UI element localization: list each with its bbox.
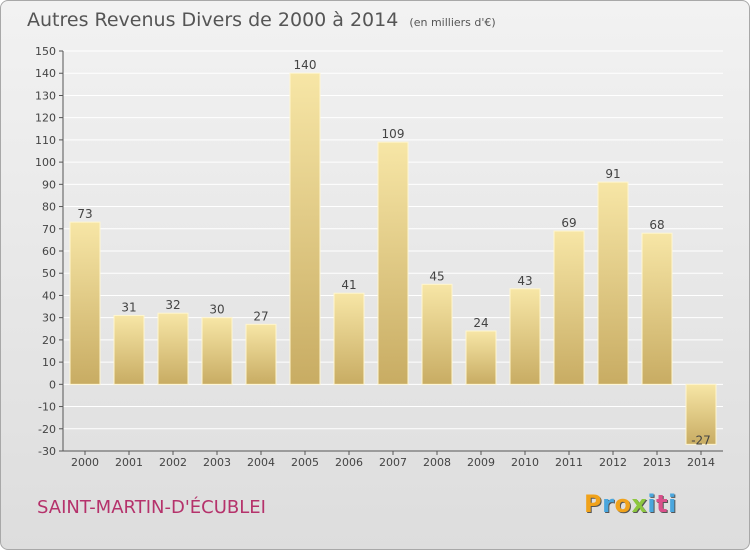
bar [245, 323, 277, 385]
proxiti-logo: Proxiti [584, 490, 677, 518]
y-tick-label: 10 [42, 356, 56, 369]
bar [421, 283, 453, 385]
bar-value-label: 91 [605, 167, 620, 181]
bar [157, 312, 189, 385]
bar [509, 288, 541, 385]
y-tick-label: 120 [35, 112, 56, 125]
y-tick-label: 70 [42, 223, 56, 236]
x-tick-label: 2011 [555, 456, 583, 469]
y-tick-label: 0 [49, 378, 56, 391]
y-tick-label: 130 [35, 89, 56, 102]
axes [59, 50, 723, 455]
y-tick-label: 20 [42, 334, 56, 347]
bar-value-label: 31 [121, 300, 136, 314]
y-tick-label: 150 [35, 45, 56, 58]
y-tick-label: 140 [35, 67, 56, 80]
logo-letter: t [656, 490, 669, 518]
y-tick-label: -30 [38, 445, 56, 458]
x-tick-label: 2004 [247, 456, 275, 469]
x-tick-label: 2014 [687, 456, 715, 469]
y-tick-label: -20 [38, 423, 56, 436]
x-tick-label: 2013 [643, 456, 671, 469]
bar-value-label: 27 [253, 309, 268, 323]
bar [201, 317, 233, 385]
logo-letter: P [584, 490, 603, 518]
bar [465, 330, 497, 385]
bar [597, 181, 629, 385]
bar-value-label: -27 [691, 433, 711, 447]
logo-letter: x [631, 490, 648, 518]
x-tick-label: 2001 [115, 456, 143, 469]
x-tick-label: 2003 [203, 456, 231, 469]
x-tick-label: 2007 [379, 456, 407, 469]
y-tick-label: 50 [42, 267, 56, 280]
bar-value-label: 109 [382, 127, 405, 141]
y-tick-label: 110 [35, 134, 56, 147]
y-tick-label: -10 [38, 401, 56, 414]
x-tick-label: 2012 [599, 456, 627, 469]
bar-value-label: 41 [341, 278, 356, 292]
y-tick-label: 80 [42, 201, 56, 214]
x-tick-label: 2002 [159, 456, 187, 469]
bars [69, 72, 717, 445]
y-tick-label: 60 [42, 245, 56, 258]
x-tick-label: 2009 [467, 456, 495, 469]
bar [553, 230, 585, 385]
bar [69, 221, 101, 385]
bar-value-label: 73 [77, 207, 92, 221]
x-tick-label: 2000 [71, 456, 99, 469]
x-tick-label: 2005 [291, 456, 319, 469]
bar-value-label: 43 [517, 274, 532, 288]
bar-value-label: 32 [165, 298, 180, 312]
y-tick-label: 40 [42, 289, 56, 302]
bar-value-label: 68 [649, 218, 664, 232]
logo-letter: i [668, 490, 677, 518]
x-tick-label: 2008 [423, 456, 451, 469]
logo-letter: r [602, 490, 615, 518]
bar [641, 232, 673, 385]
labels: -30 -20 -10 0 10 20 30 40 50 60 70 80 90 100 110 120 130… [35, 45, 715, 469]
bar [113, 314, 145, 385]
bar [289, 72, 321, 385]
bar [333, 292, 365, 385]
logo-letter: o [614, 490, 632, 518]
bar-value-label: 30 [209, 303, 224, 317]
bar-value-label: 45 [429, 269, 444, 283]
bar-value-label: 24 [473, 316, 488, 330]
chart-title-text: Autres Revenus Divers de 2000 à 2014 [27, 9, 399, 31]
bar [377, 141, 409, 385]
y-tick-label: 100 [35, 156, 56, 169]
x-tick-label: 2006 [335, 456, 363, 469]
bar-value-label: 69 [561, 216, 576, 230]
chart-unit-note: (en milliers d'€) [409, 16, 496, 29]
x-tick-label: 2010 [511, 456, 539, 469]
chart-title: Autres Revenus Divers de 2000 à 2014 (en… [27, 9, 496, 31]
bar [685, 383, 717, 445]
y-tick-label: 30 [42, 312, 56, 325]
bar-value-label: 140 [294, 58, 317, 72]
logo-letter: i [647, 490, 657, 518]
location-name: SAINT-MARTIN-D'ÉCUBLEI [37, 497, 266, 518]
y-tick-label: 90 [42, 178, 56, 191]
